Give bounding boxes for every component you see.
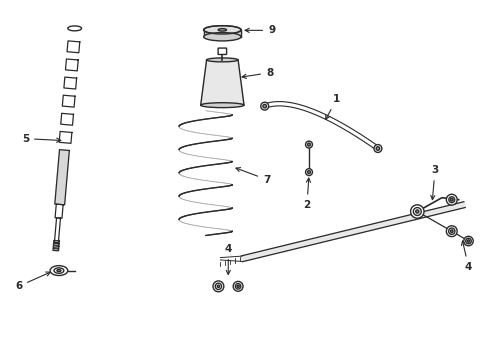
Circle shape bbox=[374, 145, 382, 152]
Polygon shape bbox=[201, 60, 244, 105]
Circle shape bbox=[449, 228, 455, 234]
Polygon shape bbox=[62, 95, 75, 107]
Circle shape bbox=[308, 143, 311, 146]
Polygon shape bbox=[204, 30, 241, 37]
Polygon shape bbox=[53, 243, 59, 246]
Circle shape bbox=[233, 282, 243, 291]
Text: 3: 3 bbox=[431, 165, 439, 200]
Circle shape bbox=[261, 102, 269, 110]
Ellipse shape bbox=[204, 32, 241, 41]
Ellipse shape bbox=[218, 29, 226, 31]
Ellipse shape bbox=[204, 26, 241, 34]
Polygon shape bbox=[59, 131, 72, 143]
Polygon shape bbox=[53, 248, 59, 251]
Polygon shape bbox=[242, 202, 466, 262]
Polygon shape bbox=[55, 204, 63, 218]
Ellipse shape bbox=[201, 103, 244, 108]
Circle shape bbox=[449, 197, 455, 203]
Text: 7: 7 bbox=[236, 168, 270, 185]
Circle shape bbox=[411, 205, 424, 218]
Polygon shape bbox=[64, 77, 76, 89]
Polygon shape bbox=[66, 59, 78, 71]
Ellipse shape bbox=[57, 270, 61, 272]
Text: 5: 5 bbox=[22, 134, 61, 144]
Polygon shape bbox=[264, 102, 379, 150]
Circle shape bbox=[213, 281, 224, 292]
Circle shape bbox=[414, 208, 421, 215]
Text: 1: 1 bbox=[326, 94, 340, 120]
Circle shape bbox=[235, 284, 241, 289]
Polygon shape bbox=[54, 218, 60, 243]
Circle shape bbox=[263, 104, 267, 108]
Text: 4: 4 bbox=[224, 244, 232, 274]
Circle shape bbox=[450, 230, 453, 233]
Polygon shape bbox=[53, 246, 59, 248]
Polygon shape bbox=[61, 113, 74, 125]
Text: 2: 2 bbox=[303, 178, 311, 210]
Circle shape bbox=[215, 283, 221, 289]
Circle shape bbox=[446, 226, 457, 237]
Ellipse shape bbox=[207, 58, 238, 62]
Circle shape bbox=[376, 147, 380, 150]
Circle shape bbox=[466, 238, 471, 244]
Polygon shape bbox=[53, 240, 59, 243]
Circle shape bbox=[308, 171, 311, 174]
Circle shape bbox=[446, 194, 457, 205]
Circle shape bbox=[306, 141, 313, 148]
Text: 4: 4 bbox=[462, 241, 472, 272]
Polygon shape bbox=[55, 150, 69, 205]
Circle shape bbox=[306, 169, 313, 176]
Circle shape bbox=[217, 285, 220, 288]
Ellipse shape bbox=[68, 26, 81, 31]
Circle shape bbox=[416, 210, 419, 213]
Text: 6: 6 bbox=[15, 272, 50, 291]
Circle shape bbox=[464, 236, 473, 246]
FancyBboxPatch shape bbox=[218, 48, 226, 54]
Text: 8: 8 bbox=[242, 68, 273, 78]
Circle shape bbox=[450, 198, 453, 201]
Circle shape bbox=[467, 240, 470, 242]
Circle shape bbox=[237, 285, 239, 288]
Ellipse shape bbox=[50, 266, 68, 275]
Text: 9: 9 bbox=[245, 25, 275, 35]
Polygon shape bbox=[67, 41, 80, 53]
Ellipse shape bbox=[54, 268, 64, 273]
